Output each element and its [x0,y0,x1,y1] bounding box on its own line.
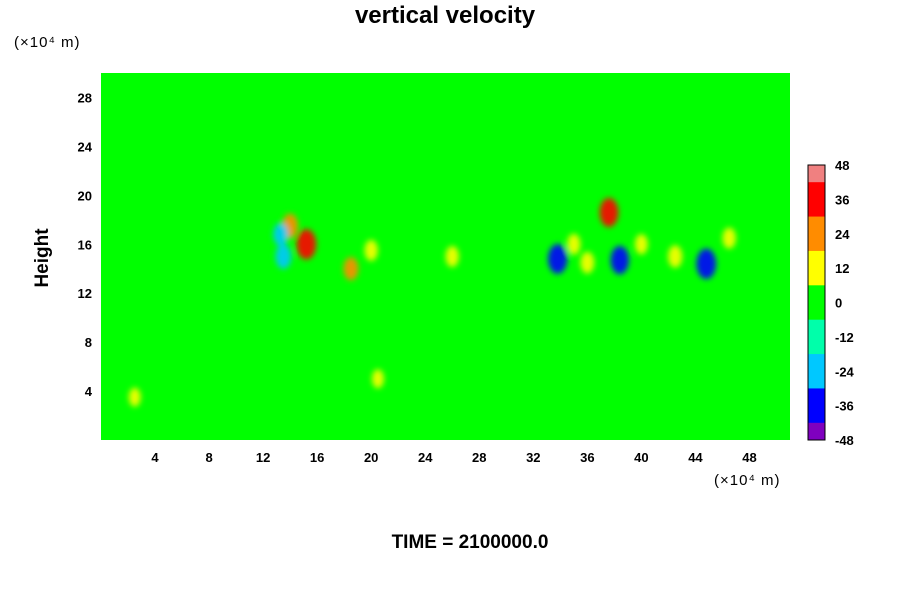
colorbar-segment [808,293,825,303]
colorbar-segment [808,285,825,295]
field-feature-3 [275,244,292,269]
field-background [101,73,790,440]
colorbar-segment [808,328,825,338]
colorbar-segment [808,319,825,329]
colorbar-tick-label: -12 [835,330,854,345]
colorbar-segment [808,414,825,424]
colorbar-tick-label: 36 [835,192,849,207]
x-tick-label: 12 [256,450,270,465]
colorbar-segment [808,311,825,321]
field-feature-8 [567,233,581,255]
field-feature-6 [445,245,459,268]
colorbar-segment [808,397,825,407]
colorbar-segment [808,362,825,372]
field-feature-4 [343,257,359,281]
colorbar-segment [808,345,825,355]
y-axis-unit: (×10⁴ m) [14,34,81,51]
x-tick-label: 24 [418,450,433,465]
colorbar-segment [808,431,825,441]
x-tick-label: 32 [526,450,540,465]
field-feature-11 [610,246,629,275]
colorbar-segment [808,242,825,252]
y-tick-label: 12 [78,286,92,301]
y-tick-label: 16 [78,237,92,252]
colorbar-segment [808,336,825,346]
colorbar-segment [808,371,825,381]
colorbar-segment [808,173,825,183]
colorbar-segment [808,207,825,218]
colorbar-segment [808,276,825,286]
x-axis-unit: (×10⁴ m) [714,472,781,489]
x-tick-label: 40 [634,450,648,465]
colorbar-segment [808,259,825,269]
colorbar-segment [808,422,825,432]
colorbar-segment [808,405,825,415]
colorbar-tick-label: 24 [835,227,850,242]
y-tick-label: 20 [78,188,92,203]
colorbar-tick-label: 12 [835,261,849,276]
field-feature-0 [296,229,317,260]
field-feature-5 [364,239,378,261]
field-feature-17 [371,369,384,389]
colorbar-segment [808,216,825,226]
field-feature-14 [696,248,717,280]
y-tick-label: 4 [85,384,93,399]
colorbar-segment [808,233,825,243]
colorbar-tick-label: 48 [835,158,849,173]
colorbar-tick-label: 0 [835,296,842,311]
x-tick-label: 20 [364,450,378,465]
field-feature-9 [580,251,595,274]
x-tick-label: 44 [688,450,703,465]
colorbar: 48 36 24 12 0 -12 -24 -36 -48 [807,158,855,448]
field-feature-10 [599,197,619,227]
colorbar-segment [808,182,825,192]
colorbar-segment [808,199,825,209]
field-feature-2 [273,222,289,247]
y-tick-label: 8 [85,335,92,350]
colorbar-segment [808,379,825,389]
colorbar-tick-label: -36 [835,399,854,414]
y-tick-label: 28 [78,90,92,105]
colorbar-segment [808,190,825,200]
x-tick-label: 4 [151,450,159,465]
x-tick-label: 48 [742,450,756,465]
chart-title: vertical velocity [354,2,536,29]
heatmap-field [101,73,790,440]
colorbar-segment [808,225,825,235]
colorbar-segment [808,268,825,278]
x-tick-label: 36 [580,450,594,465]
field-feature-16 [128,387,141,407]
x-tick-label: 8 [205,450,212,465]
time-label: TIME = 2100000.0 [391,532,549,553]
colorbar-segment [808,302,825,312]
y-tick-label: 24 [78,139,93,154]
x-tick-label: 16 [310,450,324,465]
field-feature-7 [548,244,568,274]
colorbar-frame [807,164,826,441]
colorbar-segment [808,165,825,175]
colorbar-segment [808,388,825,398]
x-tick-label: 28 [472,450,486,465]
colorbar-segment [808,354,825,364]
colorbar-segment [808,250,825,261]
field-feature-15 [722,227,736,249]
field-feature-13 [668,245,683,268]
colorbar-tick-label: -24 [835,364,855,379]
colorbar-tick-label: -48 [835,433,854,448]
field-feature-12 [634,234,648,255]
